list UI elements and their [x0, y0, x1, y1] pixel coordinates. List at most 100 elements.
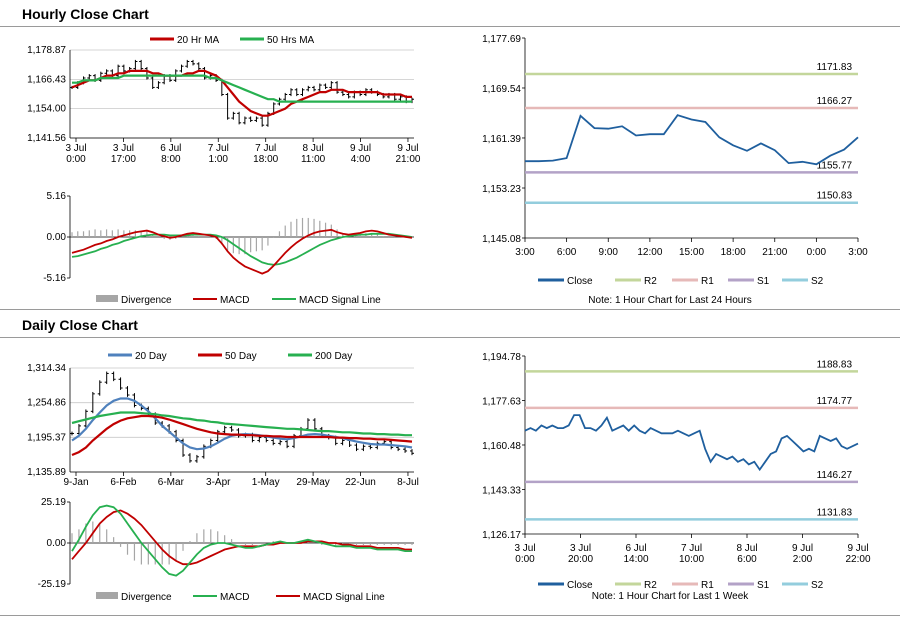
legend-label: 50 Hrs MA: [267, 35, 315, 46]
hourly-section-divider: [0, 26, 900, 27]
close-line: [524, 414, 859, 472]
macd-line: [71, 228, 413, 275]
y-tick-label: 1,145.08: [482, 234, 521, 245]
level-label: 1155.77: [817, 160, 853, 171]
close-line: [525, 114, 859, 166]
chart-note: Note: 1 Hour Chart for Last 24 Hours: [588, 295, 751, 306]
legend-label: Close: [567, 276, 593, 287]
y-tick-label: 1,154.00: [27, 104, 66, 115]
x-tick-label: 3 Jul 0:00: [514, 543, 535, 565]
x-tick-label: 3-Apr: [206, 477, 231, 488]
ma-line-2: [72, 74, 412, 103]
y-tick-label: 1,177.63: [482, 396, 521, 407]
legend-label: S2: [811, 276, 824, 287]
x-tick-label: 3 Jul 17:00: [111, 143, 136, 165]
legend-label: Divergence: [121, 295, 172, 306]
x-tick-label: 6-Feb: [110, 477, 137, 488]
hourly-price-chart: 1,178.87 1,166.43 1,154.00 1,141.563 Jul 0:0…: [27, 35, 421, 165]
y-tick-label: 1,166.43: [27, 74, 66, 85]
y-tick-label: 1,177.69: [482, 34, 521, 45]
legend-label: MACD Signal Line: [299, 295, 381, 306]
y-tick-label: 1,141.56: [27, 133, 66, 144]
macd-line: [71, 504, 412, 577]
hourly-section-title: Hourly Close Chart: [22, 6, 149, 22]
x-tick-label: 29-May: [296, 477, 329, 488]
x-tick-label: 1-May: [252, 477, 280, 488]
ma-line-3: [71, 411, 412, 437]
legend-label: MACD Signal Line: [303, 592, 385, 603]
x-tick-label: 12:00: [637, 247, 662, 258]
y-tick-label: 1,126.17: [482, 530, 521, 541]
y-tick-label: 1,178.87: [27, 45, 66, 56]
y-tick-label: 0.00: [47, 232, 67, 243]
x-tick-label: 8-Jul: [397, 477, 419, 488]
x-tick-label: 7 Jul 1:00: [208, 143, 229, 165]
x-tick-label: 21:00: [762, 247, 787, 258]
x-tick-label: 6 Jul 14:00: [623, 543, 648, 565]
level-label: 1174.77: [817, 396, 853, 407]
x-tick-label: 8 Jul 6:00: [736, 543, 757, 565]
ma-line-1: [71, 69, 412, 117]
x-tick-label: 22-Jun: [345, 477, 376, 488]
level-label: 1166.27: [817, 96, 853, 107]
x-tick-label: 3 Jul 0:00: [65, 143, 86, 165]
daily-macd-chart: 25.19 0.00 -25.19 Divergence MACD MACD Signal…: [38, 497, 414, 603]
ma-line-2: [71, 414, 413, 457]
bottom-divider: [0, 615, 900, 616]
legend-label: 200 Day: [315, 351, 352, 362]
hourly-close-24h-chart: 1,177.69 1,169.54 1,161.39 1,153.23 1,145.08…: [482, 34, 868, 306]
y-tick-label: 1,153.23: [482, 184, 521, 195]
y-tick-label: 1,195.37: [27, 432, 66, 443]
daily-close-week-chart: 1,194.78 1,177.63 1,160.48 1,143.33 1,126.17…: [482, 352, 871, 602]
x-tick-label: 8 Jul 11:00: [301, 143, 326, 165]
y-tick-label: 1,161.39: [482, 134, 521, 145]
x-tick-label: 3:00: [515, 247, 535, 258]
y-tick-label: 25.19: [41, 497, 66, 508]
x-tick-label: 18:00: [721, 247, 746, 258]
x-tick-label: 6:00: [557, 247, 577, 258]
legend-swatch-divergence: [96, 295, 118, 302]
daily-price-chart: 1,314.34 1,254.86 1,195.37 1,135.899-Jan 6-F…: [27, 351, 419, 488]
level-label: 1131.83: [817, 507, 853, 518]
x-tick-label: 9 Jul 2:00: [792, 543, 813, 565]
chart-note: Note: 1 Hour Chart for Last 1 Week: [592, 591, 750, 602]
x-tick-label: 3 Jul 20:00: [568, 543, 593, 565]
legend-swatch-divergence: [96, 592, 118, 599]
legend-label: 50 Day: [225, 351, 257, 362]
level-label: 1188.83: [817, 359, 853, 370]
x-tick-label: 3:00: [848, 247, 868, 258]
y-tick-label: 1,254.86: [27, 398, 66, 409]
x-tick-label: 9:00: [599, 247, 619, 258]
legend-label: 20 Day: [135, 351, 167, 362]
x-tick-label: 9-Jan: [63, 477, 88, 488]
legend-label: Divergence: [121, 592, 172, 603]
x-tick-label: 0:00: [807, 247, 827, 258]
ma-line-1: [71, 397, 413, 451]
x-tick-label: 9 Jul 21:00: [395, 143, 420, 165]
legend-label: S2: [811, 580, 824, 591]
y-tick-label: -5.16: [43, 273, 66, 284]
x-tick-label: 6-Mar: [158, 477, 185, 488]
y-tick-label: 0.00: [47, 538, 67, 549]
level-label: 1171.83: [817, 62, 853, 73]
y-tick-label: 1,169.54: [482, 84, 521, 95]
x-tick-label: 9 Jul 4:00: [350, 143, 371, 165]
legend-label: R1: [701, 580, 714, 591]
level-label: 1146.27: [817, 470, 853, 481]
macd-signal-line: [71, 232, 413, 266]
y-tick-label: 1,135.89: [27, 467, 66, 478]
legend-label: Close: [567, 580, 593, 591]
y-tick-label: 1,160.48: [482, 441, 521, 452]
y-tick-label: 1,314.34: [27, 363, 66, 374]
legend-label: S1: [757, 276, 770, 287]
x-tick-label: 9 Jul 22:00: [845, 543, 870, 565]
x-tick-label: 7 Jul 10:00: [679, 543, 704, 565]
x-tick-label: 7 Jul 18:00: [253, 143, 278, 165]
legend-label: MACD: [220, 592, 249, 603]
daily-section-title: Daily Close Chart: [22, 317, 138, 333]
y-tick-label: 5.16: [47, 191, 67, 202]
daily-section-divider: [0, 337, 900, 338]
x-tick-label: 6 Jul 8:00: [160, 143, 181, 165]
y-tick-label: 1,143.33: [482, 485, 521, 496]
legend-label: R2: [644, 276, 657, 287]
